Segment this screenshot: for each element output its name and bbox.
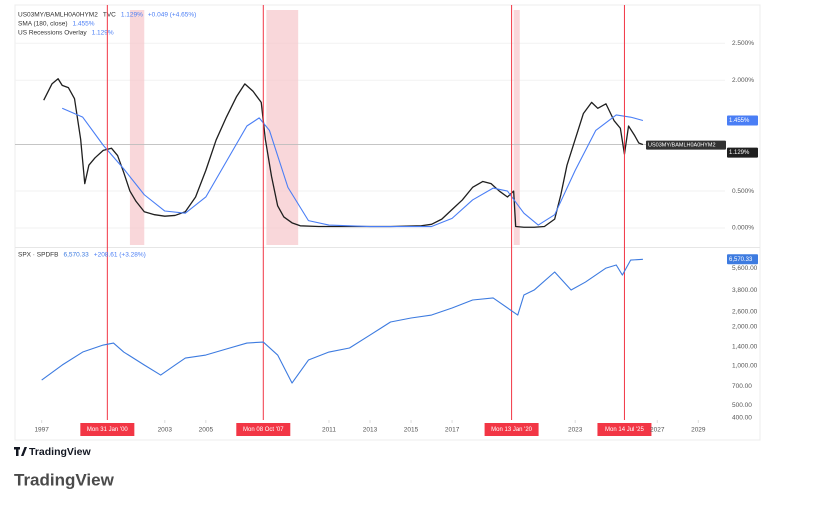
price-tag	[727, 254, 758, 265]
y-tick-label: 500.00	[732, 402, 752, 409]
recession-band	[513, 10, 520, 245]
recession-band	[266, 10, 299, 245]
event-label-box	[484, 423, 539, 436]
price-tag-label: 1.129%	[729, 150, 750, 156]
legend-name: US03MY/BAMLH0A0HYM2	[18, 12, 98, 19]
y-tick-label: 3,800.00	[732, 287, 758, 294]
x-tick-label: 2013	[363, 427, 378, 434]
y-tick-label: 1,000.00	[732, 363, 758, 370]
legend-exchange: TVC	[103, 12, 116, 19]
y-tick-label: 2.500%	[732, 40, 754, 47]
x-tick-label: 2017	[445, 427, 460, 434]
event-label-box	[597, 423, 652, 436]
chart-frame	[14, 4, 761, 441]
event-label: Mon 08 Oct '07	[243, 427, 284, 433]
x-tick-label: 2005	[199, 427, 214, 434]
x-tick-label: 2003	[158, 427, 173, 434]
y-tick-label: 2,600.00	[732, 309, 758, 316]
legend-name: SMA (180, close)	[18, 21, 68, 28]
event-label: Mon 31 Jan '00	[87, 427, 129, 433]
logo-text: TradingView	[29, 446, 91, 458]
recession-band	[129, 10, 145, 245]
y-tick-label: 2,000.00	[732, 323, 758, 330]
series-line	[43, 78, 644, 228]
price-tag-label: 1.455%	[729, 118, 750, 124]
legend-legend-value: 1.129%	[92, 30, 114, 37]
y-tick-label: 700.00	[732, 383, 752, 390]
symbol-tag-label: US03MY/BAMLH0A0HYM2	[648, 143, 716, 149]
y-tick-label: 5,600.00	[732, 265, 758, 272]
event-label-box	[236, 423, 291, 436]
legend-change: +0.049 (+4.65%)	[148, 12, 196, 19]
price-tag-label: 6,570.33	[729, 257, 753, 263]
x-tick-label: 2015	[404, 427, 419, 434]
y-tick-label: 1,400.00	[732, 344, 758, 351]
event-label: Mon 13 Jan '20	[491, 427, 533, 433]
legend-name: US Recessions Overlay	[18, 30, 87, 37]
series-line	[61, 107, 644, 228]
y-tick-label: 2.000%	[732, 77, 754, 84]
price-tag	[727, 115, 758, 126]
legend-legend-value: 1.455%	[73, 21, 95, 28]
y-tick-label: 0.000%	[732, 225, 754, 232]
y-tick-label: 400.00	[732, 415, 752, 422]
legend-legend-value: 1.129%	[121, 12, 143, 19]
logo-icon	[14, 447, 27, 456]
y-tick-label: 0.500%	[732, 188, 754, 195]
caption: TradingView	[14, 470, 115, 489]
event-label-box	[80, 423, 135, 436]
x-tick-label: 2011	[322, 427, 336, 434]
x-tick-label: 2029	[691, 427, 706, 434]
legend-name: SPX · SPDFB	[18, 252, 58, 259]
series-line	[41, 258, 643, 384]
x-tick-label: 1997	[34, 427, 49, 434]
event-label: Mon 14 Jul '25	[605, 427, 644, 433]
symbol-tag	[646, 140, 726, 150]
legend-legend-value: 6,570.33	[63, 252, 89, 259]
x-tick-label: 2023	[568, 427, 583, 434]
price-tag	[727, 147, 758, 158]
legend-change: +208.61 (+3.28%)	[94, 252, 146, 259]
x-tick-label: 2027	[650, 427, 665, 434]
